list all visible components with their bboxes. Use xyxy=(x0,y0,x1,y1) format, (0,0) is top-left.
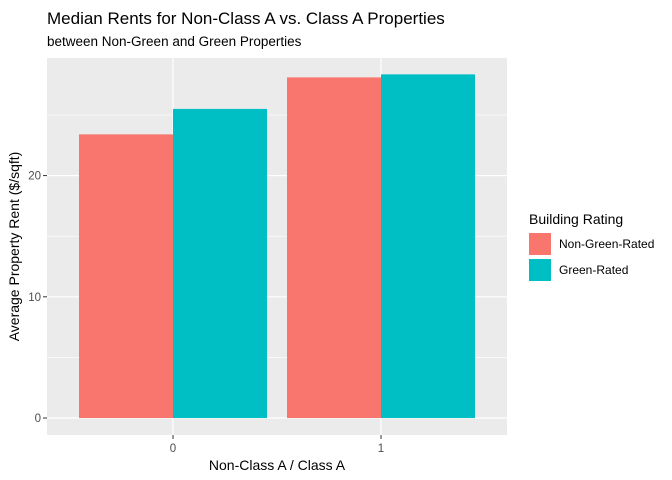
bar-non-green-0 xyxy=(79,134,173,419)
y-axis-title: Average Property Rent ($/sqft) xyxy=(6,152,22,342)
legend-key-green xyxy=(529,259,551,281)
bar-green-1 xyxy=(381,74,475,419)
bar-non-green-1 xyxy=(287,77,381,419)
y-tick-label: 20 xyxy=(28,171,41,183)
legend-label: Non-Green-Rated xyxy=(559,237,654,251)
legend-key-non-green xyxy=(529,233,551,255)
bar-green-0 xyxy=(173,108,267,419)
legend-label: Green-Rated xyxy=(559,263,628,277)
x-tick-label: 0 xyxy=(170,443,176,455)
y-tick-label: 0 xyxy=(35,413,41,425)
y-tick-label: 10 xyxy=(28,292,41,304)
bars xyxy=(79,74,475,419)
legend: Building Rating Non-Green-Rated Green-Rat… xyxy=(529,211,654,281)
chart-title: Median Rents for Non-Class A vs. Class A… xyxy=(47,9,445,28)
x-tick-label: 1 xyxy=(378,443,384,455)
legend-title: Building Rating xyxy=(529,211,623,227)
chart-subtitle: between Non-Green and Green Properties xyxy=(47,34,302,49)
x-axis-title: Non-Class A / Class A xyxy=(209,457,346,473)
y-axis: 0 10 20 xyxy=(28,171,47,425)
